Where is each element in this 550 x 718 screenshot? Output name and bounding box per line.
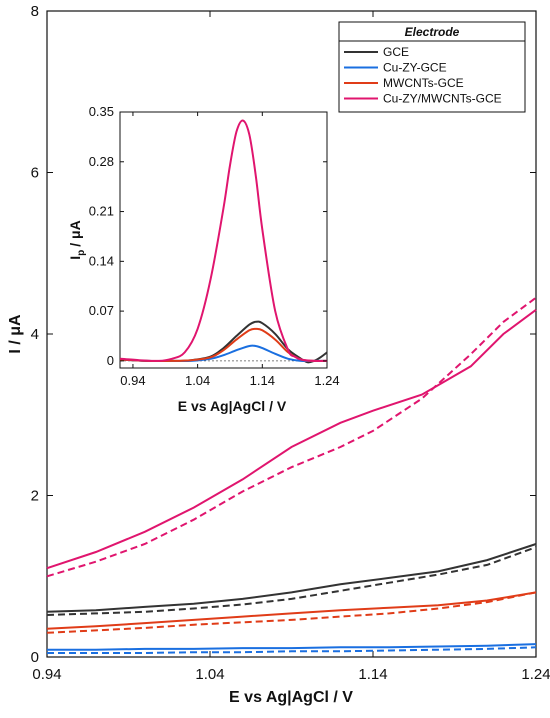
main-y-tick-label: 0 <box>31 649 39 666</box>
inset-y-tick-label: 0.14 <box>89 253 114 268</box>
main-line-cu-zy-gce-solid <box>47 643 537 651</box>
inset-x-tick-label: 1.24 <box>314 373 339 388</box>
legend-label-cu-zy-mwcnts-gce: Cu-ZY/MWCNTs-GCE <box>383 92 502 106</box>
inset-line-cu-zy-mwcnts-gce <box>119 119 328 362</box>
main-x-axis-title: E vs Ag|AgCl / V <box>229 689 353 706</box>
legend-frame <box>338 21 526 113</box>
main-y-tick-label: 2 <box>31 488 39 505</box>
inset-y-tick-label: 0.35 <box>89 104 114 119</box>
main-line-mwcnts-gce-dashed <box>46 591 537 634</box>
legend-label-cu-zy-gce: Cu-ZY-GCE <box>383 61 447 75</box>
main-ticks <box>46 10 537 658</box>
inset-background <box>120 112 327 368</box>
inset-ticks <box>120 111 328 368</box>
main-line-gce-dashed <box>46 546 537 616</box>
main-line-cu-zy-mwcnts-gce-solid <box>46 308 537 570</box>
main-line-gce-solid <box>46 543 537 613</box>
main-x-tick-label: 1.24 <box>521 666 550 683</box>
main-y-axis-title: I / μA <box>7 314 24 354</box>
inset-x-tick-label: 1.04 <box>185 373 210 388</box>
legend-label-gce: GCE <box>383 45 409 59</box>
inset-y-axis-symbol: I <box>67 256 83 260</box>
main-series <box>46 296 537 654</box>
inset-x-tick-label: 1.14 <box>250 373 275 388</box>
inset-series <box>119 119 328 364</box>
legend-label-mwcnts-gce: MWCNTs-GCE <box>383 76 464 90</box>
main-y-tick-label: 8 <box>31 3 39 20</box>
main-x-tick-label: 1.04 <box>195 666 224 683</box>
inset-y-axis-unit: / μA <box>67 220 83 246</box>
inset-x-tick-label: 0.94 <box>120 373 145 388</box>
main-y-tick-label: 4 <box>31 326 39 343</box>
main-line-cu-zy-mwcnts-gce-dashed <box>46 296 537 578</box>
main-x-tick-label: 0.94 <box>32 666 61 683</box>
inset-y-axis-title: Ip / μA <box>67 220 87 259</box>
legend-title: Electrode <box>405 25 460 39</box>
inset-y-tick-label: 0.21 <box>89 204 114 219</box>
inset-y-tick-label: 0.07 <box>89 303 114 318</box>
main-tick-labels: 0.94 1.04 1.14 1.24 0 2 4 6 8 <box>31 3 550 683</box>
inset-y-tick-label: 0.28 <box>89 154 114 169</box>
main-line-cu-zy-gce-dashed <box>47 646 537 654</box>
inset-x-axis-title: E vs Ag|AgCl / V <box>178 398 287 414</box>
main-line-mwcnts-gce-solid <box>46 591 537 630</box>
inset-y-tick-label: 0 <box>107 353 114 368</box>
main-y-tick-label: 6 <box>31 165 39 182</box>
inset-tick-labels: 0.94 1.04 1.14 1.24 0 0.07 0.14 0.21 0.28 0.35 <box>89 104 340 388</box>
inset-y-axis-subscript: p <box>76 250 87 256</box>
main-x-tick-label: 1.14 <box>358 666 387 683</box>
inset-plot-frame <box>119 111 328 369</box>
